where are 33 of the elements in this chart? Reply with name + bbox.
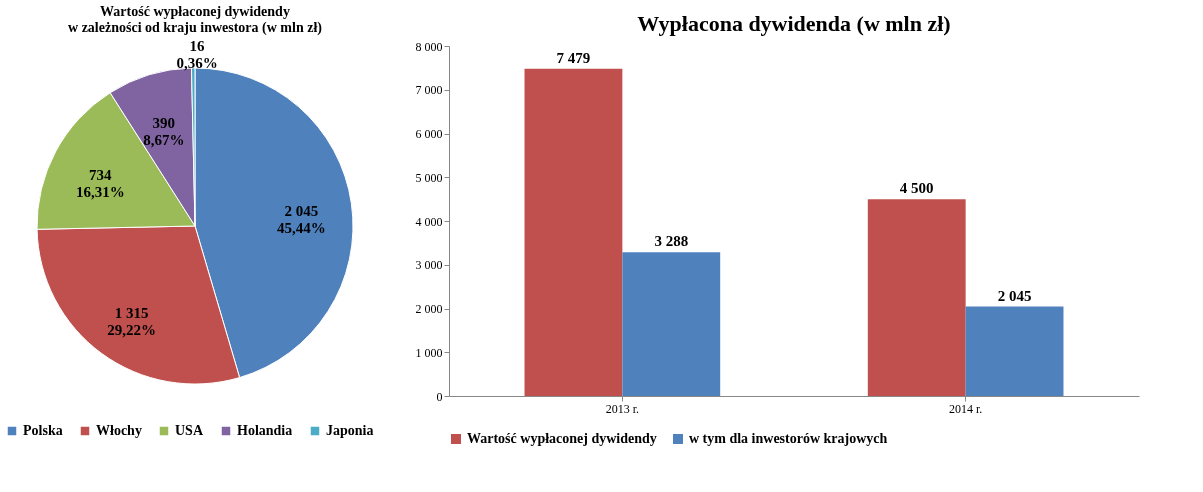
legend-label: w tym dla inwestorów krajowych [689, 431, 888, 446]
legend-label: Wartość wypłaconej dywidendy [467, 431, 657, 446]
x-tick-label: 2013 r. [605, 401, 640, 416]
bar [622, 252, 721, 396]
y-tick-label: 4 000 [415, 214, 443, 229]
data-label: 3 288 [654, 233, 689, 250]
y-tick-label: 2 000 [415, 302, 443, 316]
chart-title: Wartość wypłaconej dywidendy w zależności od kraju inwestora (w mln zł) [68, 4, 323, 37]
data-label: 2 045 45,44% [276, 202, 326, 236]
y-tick-label: 3 000 [415, 258, 443, 273]
legend-label: Japonia [326, 423, 374, 438]
x-tick-label: 2014 r. [948, 401, 983, 416]
y-tick-label: 1 000 [415, 345, 443, 360]
data-label: 1 315 29,22% [107, 304, 156, 338]
data-label: 16 0,36% [176, 38, 218, 72]
bar [965, 306, 1064, 396]
bar [867, 199, 966, 396]
legend-label: USA [175, 423, 204, 438]
bar [524, 68, 623, 396]
data-label: 734 16,31% [75, 167, 125, 201]
legend-label: Włochy [96, 423, 142, 438]
data-label: 7 479 [556, 49, 591, 66]
y-tick-label: 0 [436, 389, 443, 404]
y-tick-label: 8 000 [415, 39, 443, 54]
legend-label: Polska [23, 423, 63, 438]
legend-label: Holandia [237, 423, 293, 438]
data-label: 2 045 [997, 287, 1032, 304]
data-label: 4 500 [899, 180, 934, 197]
data-label: 390 8,67% [143, 115, 185, 149]
y-tick-label: 7 000 [415, 83, 443, 98]
y-tick-label: 6 000 [415, 127, 443, 141]
chart-title: Wypłacona dywidenda (w mln zł) [637, 11, 951, 36]
y-tick-label: 5 000 [415, 170, 443, 185]
